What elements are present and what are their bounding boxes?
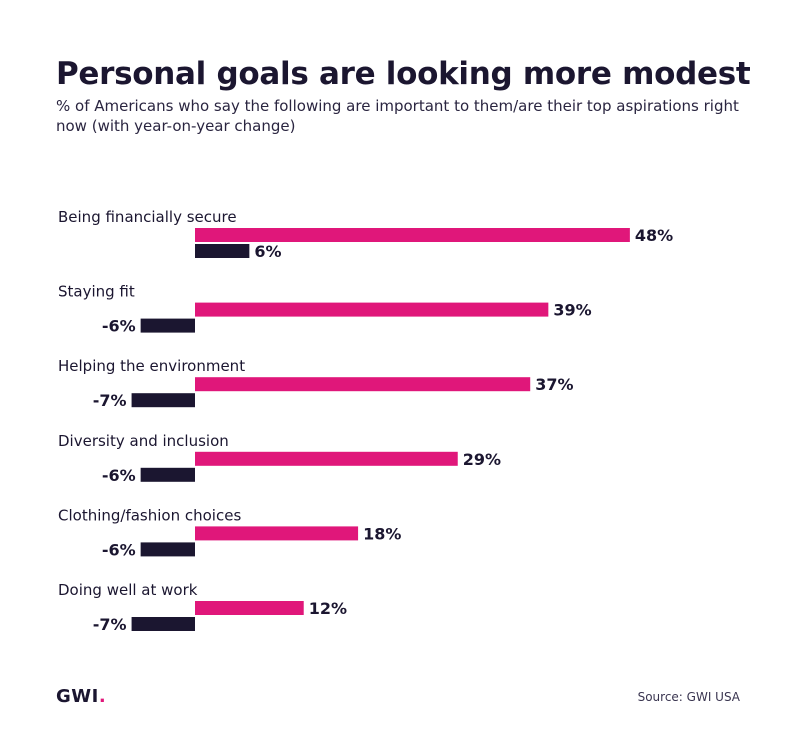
source-note: Source: GWI USA [637, 690, 740, 704]
change-bar [140, 467, 195, 482]
change-bar [131, 393, 195, 408]
change-label: -7% [93, 391, 127, 410]
change-bar [140, 542, 195, 557]
value-bar [195, 526, 359, 541]
chart-subtitle: % of Americans who say the following are… [56, 97, 739, 135]
gwi-logo: GWI. [56, 686, 106, 707]
bar-chart: Being financially secure 48% 6% Staying fit… [58, 208, 673, 634]
value-label: 39% [553, 301, 591, 320]
change-label: -6% [102, 540, 136, 559]
change-label: -6% [102, 317, 136, 336]
value-bar [195, 302, 549, 317]
value-label: 37% [535, 375, 573, 394]
change-label: 6% [254, 242, 281, 261]
category-label: Helping the environment [58, 357, 245, 375]
value-label: 12% [309, 599, 347, 618]
value-bar [195, 601, 304, 615]
value-bar [195, 451, 458, 466]
change-label: -7% [93, 615, 127, 634]
category-label: Being financially secure [58, 208, 237, 226]
value-label: 29% [463, 450, 501, 469]
value-label: 48% [635, 226, 673, 245]
value-bar [195, 377, 531, 392]
category-label: Clothing/fashion choices [58, 506, 241, 524]
value-label: 18% [363, 524, 401, 543]
category-label: Diversity and inclusion [58, 432, 229, 450]
logo-text: GWI [56, 686, 99, 707]
category-label: Staying fit [58, 283, 135, 301]
category-label: Doing well at work [58, 581, 198, 599]
change-bar [195, 244, 250, 258]
change-bar [131, 617, 195, 631]
change-bar [140, 318, 195, 333]
logo-dot: . [98, 686, 107, 707]
value-bar [195, 228, 630, 242]
chart-title: Personal goals are looking more modest [56, 56, 751, 92]
change-label: -6% [102, 466, 136, 485]
